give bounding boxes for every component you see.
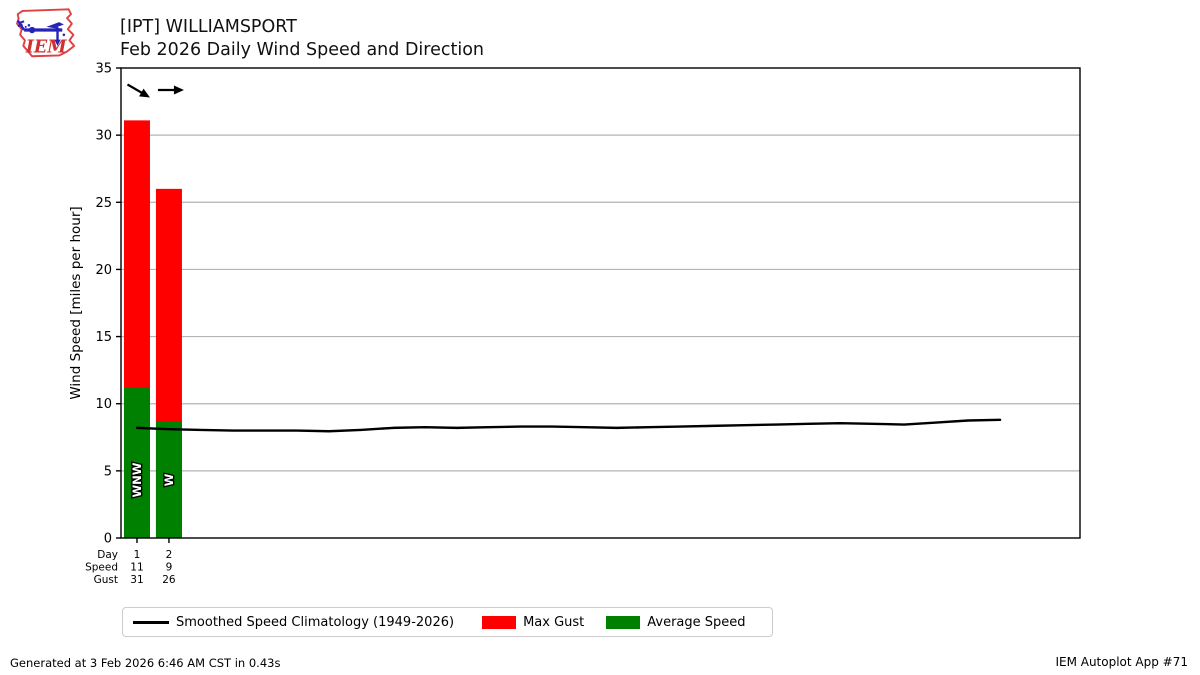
average-speed-bar xyxy=(123,387,150,538)
climatology-line-swatch xyxy=(133,620,169,624)
y-tick-label: 15 xyxy=(95,330,112,345)
legend-label: Max Gust xyxy=(523,614,585,630)
chart-subtitle: Feb 2026 Daily Wind Speed and Direction xyxy=(120,40,484,60)
x-table-value: 26 xyxy=(162,574,176,586)
legend: Smoothed Speed Climatology (1949-2026) M… xyxy=(122,607,773,637)
legend-item-average-speed: Average Speed xyxy=(606,614,746,630)
climatology-line xyxy=(135,418,1002,433)
x-table-value: 31 xyxy=(130,574,143,586)
y-tick-label: 0 xyxy=(104,532,112,547)
legend-label: Average Speed xyxy=(647,614,746,630)
generated-timestamp: Generated at 3 Feb 2026 6:46 AM CST in 0… xyxy=(10,656,281,670)
station-title: [IPT] WILLIAMSPORT xyxy=(120,17,297,37)
legend-item-max-gust: Max Gust xyxy=(482,615,584,630)
average-speed-swatch xyxy=(606,615,641,629)
x-table-value: 2 xyxy=(166,549,173,561)
y-tick-label: 30 xyxy=(95,129,112,144)
wind-direction-arrow xyxy=(157,85,184,95)
x-table-row-label: Gust xyxy=(94,574,118,586)
average-speed-bar xyxy=(155,421,182,538)
y-tick-label: 25 xyxy=(95,196,112,211)
y-tick-label: 10 xyxy=(95,397,112,412)
weathervane-icon xyxy=(16,19,66,46)
legend-item-climatology: Smoothed Speed Climatology (1949-2026) xyxy=(133,615,454,630)
x-table-row-label: Day xyxy=(97,549,118,561)
y-tick-label: 35 xyxy=(95,62,112,77)
max-gust-swatch xyxy=(482,615,517,629)
x-table-row-label: Speed xyxy=(85,562,118,574)
y-tick-label: 5 xyxy=(104,464,112,479)
iowa-outline xyxy=(16,8,76,58)
wind-direction-label: WNW xyxy=(130,462,144,497)
x-table-value: 11 xyxy=(130,562,143,574)
logo-text: IEM xyxy=(25,37,67,57)
y-axis-label: Wind Speed [miles per hour] xyxy=(68,206,84,399)
iem-logo: IEM xyxy=(16,8,76,58)
wind-direction-label: W xyxy=(162,473,176,486)
wind-direction-arrow xyxy=(126,83,150,98)
app-credit: IEM Autoplot App #71 xyxy=(1055,655,1188,669)
plot-border xyxy=(120,67,1081,539)
chart-title-block: [IPT] WILLIAMSPORT Feb 2026 Daily Wind S… xyxy=(120,16,484,62)
y-tick-label: 20 xyxy=(95,263,112,278)
x-table-value: 9 xyxy=(166,562,173,574)
x-table-value: 1 xyxy=(134,549,141,561)
legend-label: Smoothed Speed Climatology (1949-2026) xyxy=(176,614,455,630)
